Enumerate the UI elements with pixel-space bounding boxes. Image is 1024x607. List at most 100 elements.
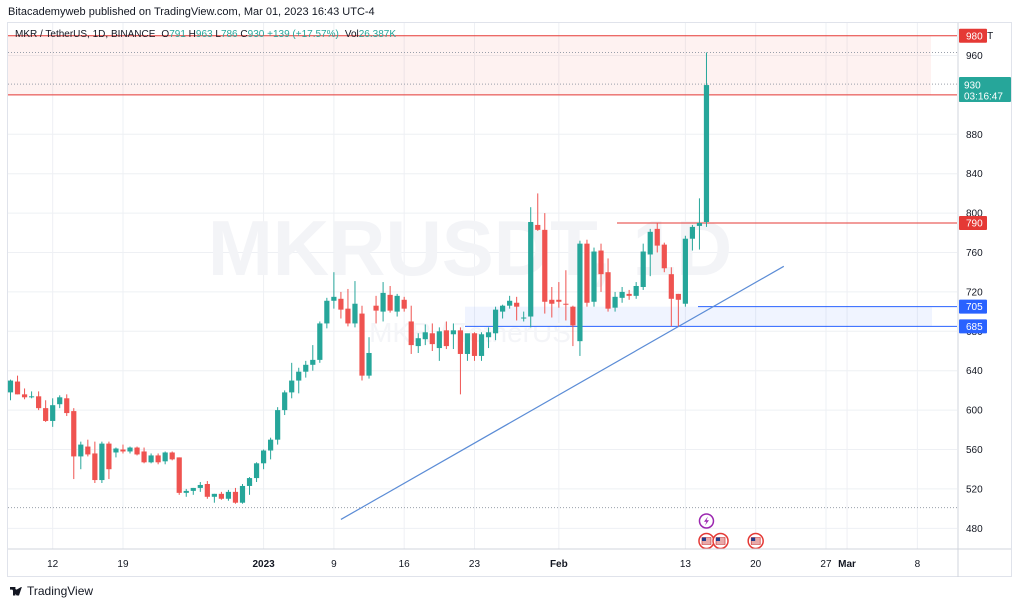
candle-body	[190, 487, 196, 491]
lightning-icon-glyph	[703, 516, 709, 526]
level-tag-text: 705	[966, 302, 983, 313]
candle	[106, 441, 112, 480]
candle	[598, 243, 604, 292]
trendline	[340, 265, 785, 520]
candle	[429, 323, 435, 352]
candle	[359, 305, 365, 381]
candle	[408, 305, 414, 354]
price-tick-label: 760	[966, 248, 983, 259]
price-tick-label: 800	[966, 209, 983, 220]
candle-body	[675, 293, 681, 300]
candle	[218, 491, 224, 500]
candle-body	[71, 411, 77, 457]
candle-body	[500, 305, 506, 312]
candle	[310, 345, 316, 371]
candle	[162, 451, 168, 465]
candle-body	[668, 274, 674, 299]
candle	[401, 296, 407, 312]
candle-body	[197, 484, 203, 488]
candle-body	[507, 300, 513, 306]
candle	[387, 286, 393, 313]
time-tick-label: 9	[331, 559, 337, 570]
candle-body	[176, 457, 182, 493]
candle-body	[134, 447, 140, 455]
candle-body	[183, 490, 189, 493]
level-tag-705	[959, 299, 987, 314]
price-tick-label: 560	[966, 445, 983, 456]
candle	[232, 487, 239, 504]
candle-body	[542, 229, 548, 302]
candle	[352, 281, 358, 328]
candle-body	[36, 396, 42, 409]
candle	[492, 306, 499, 341]
candle	[134, 446, 140, 456]
candle	[415, 333, 421, 353]
candle	[113, 447, 119, 458]
candle-body	[289, 380, 295, 393]
legend-ohlc: O791 H963 L786 C930 +139 (+17.57%)	[161, 29, 338, 40]
price-tick-label: 880	[966, 130, 983, 141]
candle	[268, 437, 274, 460]
legend-open: 791	[169, 29, 186, 40]
us-flag-icon-canton	[751, 537, 756, 541]
tradingview-brand[interactable]: TradingView	[10, 584, 93, 598]
candle	[246, 477, 253, 495]
candle-body	[471, 333, 478, 356]
candle	[78, 441, 84, 470]
candle-body	[120, 449, 126, 452]
legend-high: 963	[195, 29, 213, 40]
candle-body	[528, 221, 534, 317]
candle-body	[633, 286, 639, 296]
legend-low: 786	[220, 29, 238, 40]
candle-body	[78, 444, 84, 457]
candle	[303, 360, 309, 378]
candle	[500, 304, 506, 319]
candle	[450, 323, 456, 350]
candle-body	[85, 446, 91, 455]
candle	[92, 441, 98, 484]
candle	[654, 222, 660, 253]
candle-body	[317, 323, 323, 360]
candle	[394, 293, 400, 317]
candle	[190, 487, 196, 495]
candle-body	[457, 330, 464, 354]
candle	[633, 282, 639, 299]
candle	[514, 296, 520, 321]
legend-volume-value: 26.387K	[358, 29, 396, 40]
candle-body	[239, 485, 246, 503]
level-tag-980	[959, 28, 987, 43]
candle-body	[450, 330, 456, 335]
candle	[260, 449, 267, 470]
time-tick-label: 20	[750, 559, 762, 570]
candle-body	[521, 317, 527, 319]
candle-body	[218, 493, 224, 499]
candle	[338, 291, 344, 319]
candle-body	[113, 448, 119, 453]
candle-body	[225, 491, 232, 499]
time-tick-label: 12	[47, 559, 59, 570]
last-price-tag	[959, 77, 1011, 103]
candle	[380, 282, 386, 322]
candle-body	[394, 295, 400, 312]
candle	[289, 362, 295, 399]
candle-body	[310, 359, 316, 365]
candle	[296, 367, 302, 394]
price-tick-label: 480	[966, 524, 983, 535]
legend-symbol[interactable]: MKR / TetherUS, 1D, BINANCE	[15, 29, 156, 40]
candle-body	[626, 293, 632, 296]
candle-body	[598, 250, 604, 275]
legend-volume-label: Vol	[344, 29, 359, 40]
candle	[563, 270, 569, 321]
candle-body	[549, 299, 555, 304]
candle-body	[422, 332, 428, 340]
candle	[21, 388, 28, 400]
candle	[507, 295, 513, 309]
candle	[176, 457, 182, 495]
candle	[366, 337, 372, 379]
candle	[668, 267, 674, 327]
candle	[696, 198, 703, 250]
zones	[8, 35, 932, 327]
candle	[120, 444, 126, 454]
time-tick-label: 8	[915, 559, 921, 570]
